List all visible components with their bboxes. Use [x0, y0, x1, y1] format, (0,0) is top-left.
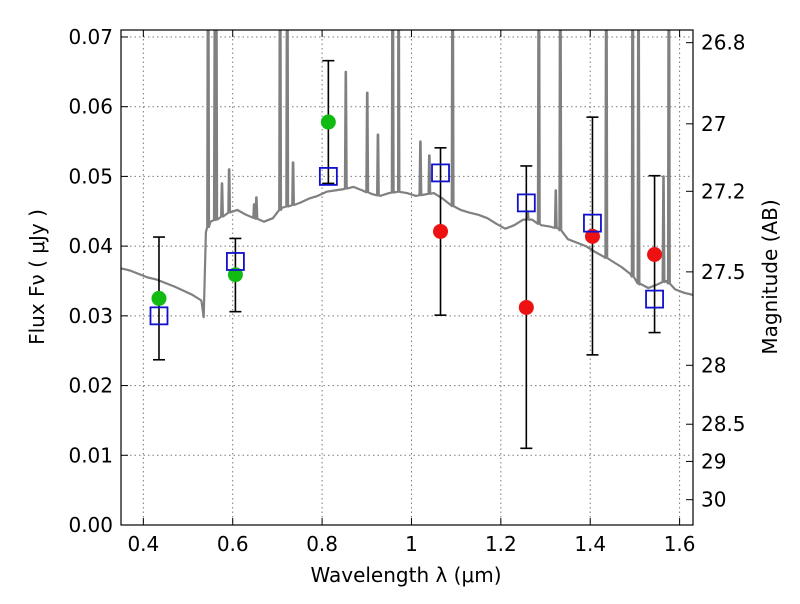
model-spectrum	[121, 30, 693, 319]
y2-tick-label: 30	[701, 488, 726, 512]
axis-ticks	[121, 30, 693, 526]
x-tick-label: 1.6	[664, 532, 696, 556]
data-point-square	[516, 193, 536, 213]
y-tick-label: 0.03	[68, 304, 113, 328]
y-tick-label: 0.02	[68, 374, 113, 398]
y2-tick-label: 26.8	[701, 31, 746, 55]
plot-frame	[120, 29, 694, 526]
data-point-circle	[320, 114, 336, 130]
tick-labels: 0.4 0.6 0.8 1 1.2 1.4 1.6 0.00 0.01 0.02 0.03 0.04 0…	[68, 25, 745, 556]
x-axis-label: Wavelength λ (μm)	[310, 563, 501, 587]
x-tick-label: 0.8	[306, 532, 338, 556]
y-tick-label: 0.04	[68, 234, 113, 258]
y-tick-label: 0.05	[68, 164, 113, 188]
y2-tick-label: 28	[701, 353, 726, 377]
data-point-circle	[518, 299, 534, 315]
data-point-circle	[647, 246, 663, 262]
x-tick-label: 1	[405, 532, 418, 556]
y2-tick-label: 27	[701, 112, 726, 136]
data-markers	[149, 114, 664, 326]
x-tick-label: 0.6	[217, 532, 249, 556]
data-point-square	[583, 213, 602, 233]
data-point-square	[318, 167, 338, 186]
data-point-square	[645, 289, 664, 309]
x-tick-label: 1.4	[574, 532, 606, 556]
y-axis-label: Flux Fν ( μJy )	[25, 209, 49, 345]
y-tick-label: 0.06	[68, 95, 113, 119]
data-point-square	[225, 252, 245, 271]
data-point-circle	[227, 267, 243, 283]
y2-tick-label: 27.5	[701, 260, 746, 284]
y-tick-label: 0.00	[68, 513, 113, 537]
data-point-square	[431, 163, 450, 183]
x-tick-label: 1.2	[485, 532, 517, 556]
data-point-circle	[584, 228, 600, 244]
x-tick-label: 0.4	[127, 532, 159, 556]
data-point-circle	[433, 223, 449, 239]
y2-axis-label: Magnitude (AB)	[758, 199, 782, 354]
y-tick-label: 0.01	[68, 443, 113, 467]
model-spectrum-line	[121, 30, 693, 319]
data-point-circle	[151, 290, 167, 306]
data-point-square	[149, 306, 169, 326]
y-tick-label: 0.07	[68, 25, 113, 49]
y2-tick-label: 28.5	[701, 412, 746, 436]
y2-tick-label: 29	[701, 449, 726, 473]
y2-tick-label: 27.2	[701, 179, 746, 203]
